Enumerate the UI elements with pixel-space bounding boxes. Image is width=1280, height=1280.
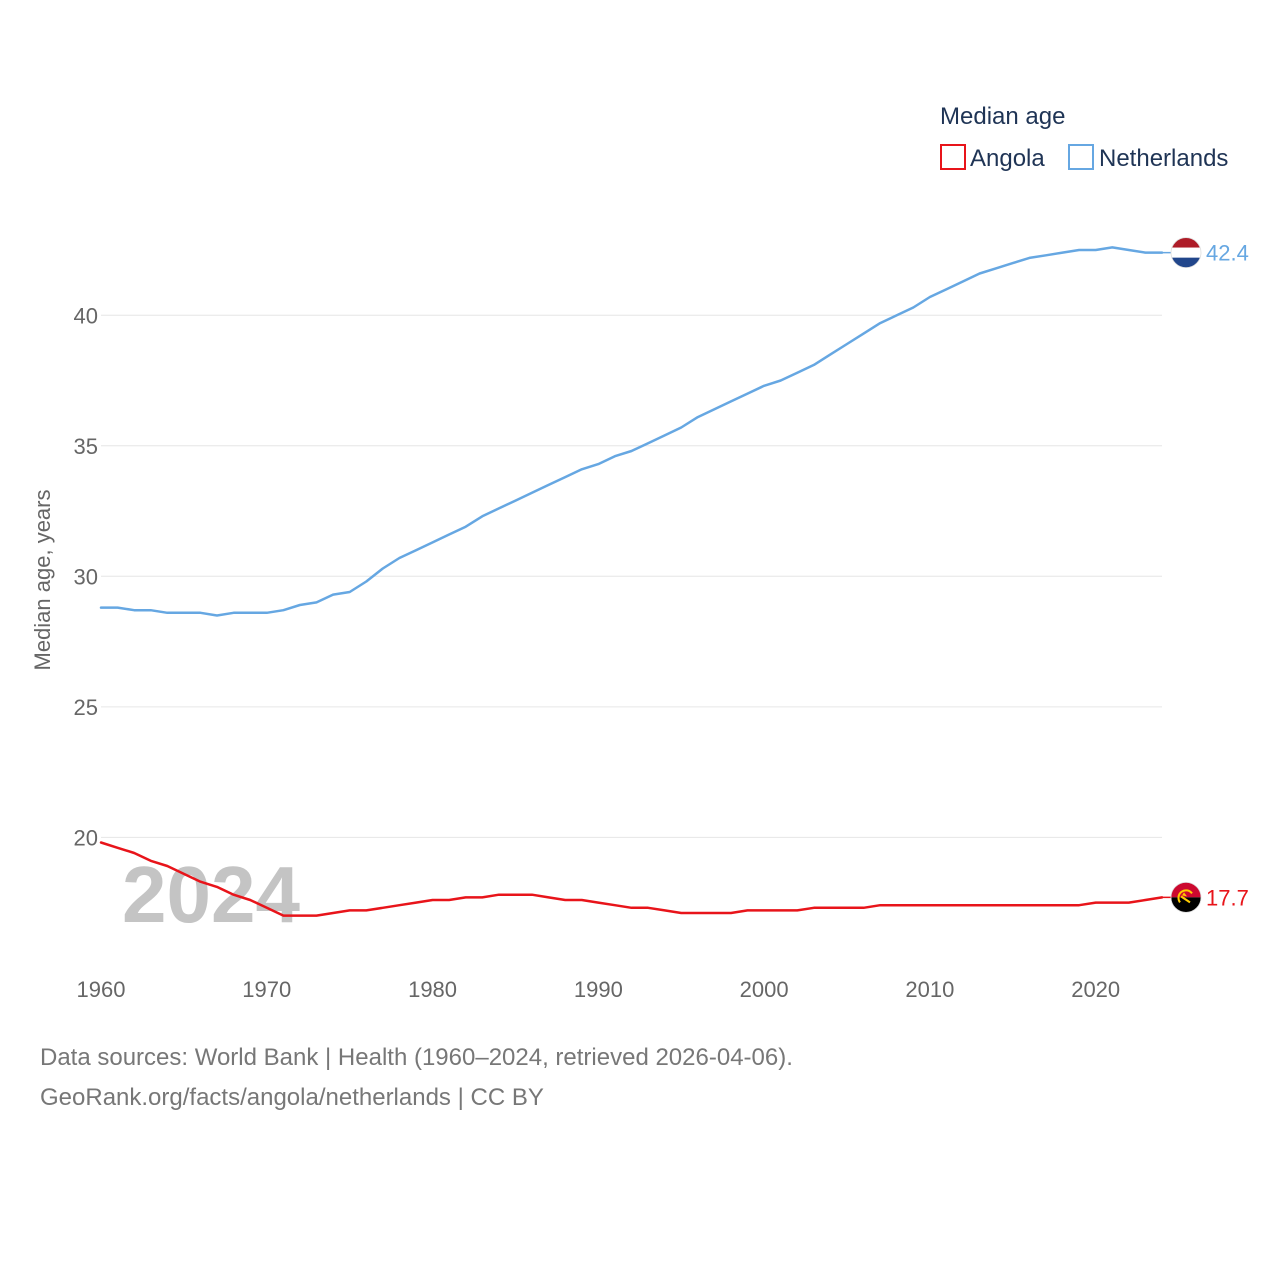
legend-swatch-angola xyxy=(940,144,966,170)
footer-url[interactable]: GeoRank.org/facts/angola/netherlands | C… xyxy=(40,1084,544,1111)
x-axis-ticks: 1960 1970 1980 1990 2000 2010 2020 xyxy=(77,977,1121,1002)
x-tick-label: 2000 xyxy=(740,977,789,1002)
grid-lines xyxy=(101,314,1162,838)
y-axis-title: Median age, years xyxy=(30,490,55,671)
x-tick-label: 1960 xyxy=(77,977,126,1002)
series-lines xyxy=(99,246,1164,917)
legend-label-netherlands: Netherlands xyxy=(1099,145,1228,172)
x-tick-label: 2020 xyxy=(1071,977,1120,1002)
legend-item-netherlands[interactable]: Netherlands xyxy=(1068,144,1228,172)
angola-flag-icon xyxy=(1170,881,1202,913)
footer-source: Data sources: World Bank | Health (1960–… xyxy=(40,1044,793,1071)
x-tick-label: 2010 xyxy=(905,977,954,1002)
legend: Median age Angola Netherlands xyxy=(940,103,1228,172)
legend-title: Median age xyxy=(940,103,1065,130)
y-tick-label: 30 xyxy=(74,564,98,589)
series-end-markers: 17.7 42.4 xyxy=(1162,237,1249,913)
y-tick-label: 40 xyxy=(74,303,98,328)
y-tick-label: 35 xyxy=(74,434,98,459)
legend-label-angola: Angola xyxy=(970,145,1045,172)
end-value-label-netherlands: 42.4 xyxy=(1206,241,1249,266)
legend-swatch-netherlands xyxy=(1068,144,1094,170)
netherlands-flag-icon xyxy=(1170,237,1202,269)
x-tick-label: 1970 xyxy=(242,977,291,1002)
legend-item-angola[interactable]: Angola xyxy=(940,144,1045,172)
x-tick-label: 1990 xyxy=(574,977,623,1002)
y-tick-label: 25 xyxy=(74,695,98,720)
series-line-angola[interactable] xyxy=(99,841,1164,917)
y-tick-label: 20 xyxy=(74,825,98,850)
year-watermark: 2024 xyxy=(122,850,300,939)
x-tick-label: 1980 xyxy=(408,977,457,1002)
end-value-label-angola: 17.7 xyxy=(1206,885,1249,910)
series-line-netherlands[interactable] xyxy=(99,246,1164,617)
y-axis-ticks: 20 25 30 35 40 xyxy=(74,303,98,850)
